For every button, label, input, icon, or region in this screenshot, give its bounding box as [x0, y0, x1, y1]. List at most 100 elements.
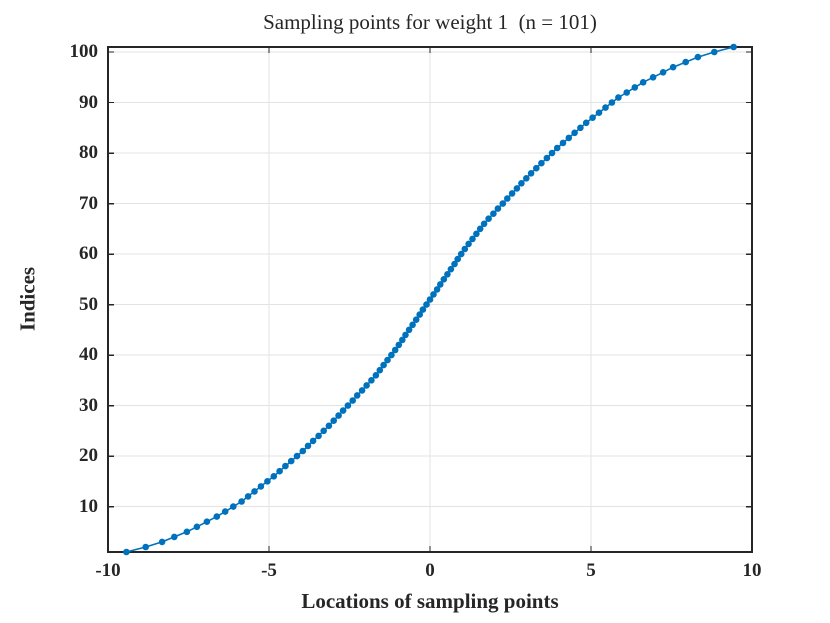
data-point [571, 129, 578, 137]
data-point [257, 483, 265, 490]
data-point [123, 548, 130, 556]
data-point [499, 200, 507, 207]
data-point [405, 326, 413, 334]
data-point [523, 175, 530, 182]
data-point [384, 356, 391, 364]
data-point [589, 114, 596, 121]
data-point [344, 402, 352, 409]
data-point [623, 89, 630, 96]
data-point [203, 518, 211, 525]
data-point [595, 109, 603, 116]
data-point [527, 170, 535, 177]
data-point [419, 306, 427, 313]
data-point [363, 382, 370, 389]
data-point [213, 513, 221, 520]
data-point [682, 58, 689, 66]
data-point [465, 240, 472, 248]
data-point [631, 84, 639, 91]
data-point [440, 276, 448, 283]
data-point [270, 473, 278, 480]
data-point [376, 366, 384, 374]
data-point [730, 43, 737, 51]
data-point [447, 265, 455, 273]
x-axis-label: Locations of sampling points [301, 589, 559, 613]
x-tick-label: 5 [586, 560, 596, 581]
data-point [372, 372, 380, 379]
data-point [608, 99, 616, 106]
y-tick-label: 60 [79, 243, 98, 264]
y-tick-label: 10 [79, 496, 98, 517]
data-point [330, 417, 338, 425]
data-point [565, 134, 573, 142]
data-point [380, 361, 387, 369]
data-point [457, 250, 465, 258]
data-point [602, 104, 609, 111]
data-point [461, 245, 469, 253]
data-point [669, 63, 677, 71]
data-point [325, 422, 333, 430]
data-point [513, 185, 521, 192]
data-point [193, 523, 201, 531]
data-point [349, 397, 357, 404]
data-point [358, 387, 366, 394]
x-tick-label: 0 [425, 560, 435, 581]
data-point [282, 462, 289, 470]
data-point [391, 346, 399, 354]
data-point [399, 336, 406, 344]
data-point [287, 457, 295, 465]
data-point [142, 543, 149, 551]
data-point [251, 488, 258, 495]
data-point [320, 427, 328, 435]
data-point [416, 311, 424, 318]
data-point [409, 321, 416, 329]
data-point [639, 79, 647, 86]
data-point [158, 538, 166, 546]
data-point [553, 144, 561, 152]
y-tick-label: 50 [79, 294, 98, 315]
data-point [388, 351, 395, 359]
x-tick-label: -10 [95, 560, 121, 581]
y-tick-label: 30 [79, 395, 98, 416]
y-tick-label: 80 [79, 142, 98, 163]
data-point [276, 467, 283, 475]
data-point [299, 447, 307, 455]
data-point [490, 210, 497, 217]
y-tick-label: 70 [79, 193, 98, 214]
data-point [582, 119, 590, 127]
data-point [335, 412, 342, 419]
data-point [423, 301, 430, 308]
data-point [659, 69, 667, 76]
data-point [171, 533, 178, 541]
data-point [615, 94, 622, 101]
x-tick-label: 10 [742, 560, 762, 581]
data-point [559, 139, 567, 147]
data-point [309, 437, 317, 445]
data-point [469, 235, 476, 243]
data-point [368, 377, 375, 384]
data-point [230, 503, 237, 510]
data-point [426, 296, 434, 303]
data-point [533, 164, 540, 172]
data-point [353, 392, 361, 399]
data-point [473, 230, 480, 238]
data-point [694, 53, 702, 61]
data-point [183, 528, 191, 536]
data-point [339, 407, 347, 414]
data-point [264, 478, 271, 485]
data-point [494, 205, 502, 212]
data-point [538, 159, 545, 167]
data-point [433, 286, 441, 293]
data-point [454, 255, 462, 263]
y-tick-label: 40 [79, 344, 98, 365]
figure-title: Sampling points for weight 1 (n = 101) [263, 10, 597, 34]
data-point [402, 331, 409, 339]
y-tick-label: 20 [79, 445, 98, 466]
data-point [711, 48, 718, 56]
data-point [508, 190, 516, 197]
data-point [518, 180, 525, 187]
data-point [412, 316, 420, 324]
y-tick-label: 100 [69, 41, 99, 62]
data-point [221, 508, 229, 515]
data-point [451, 260, 458, 268]
